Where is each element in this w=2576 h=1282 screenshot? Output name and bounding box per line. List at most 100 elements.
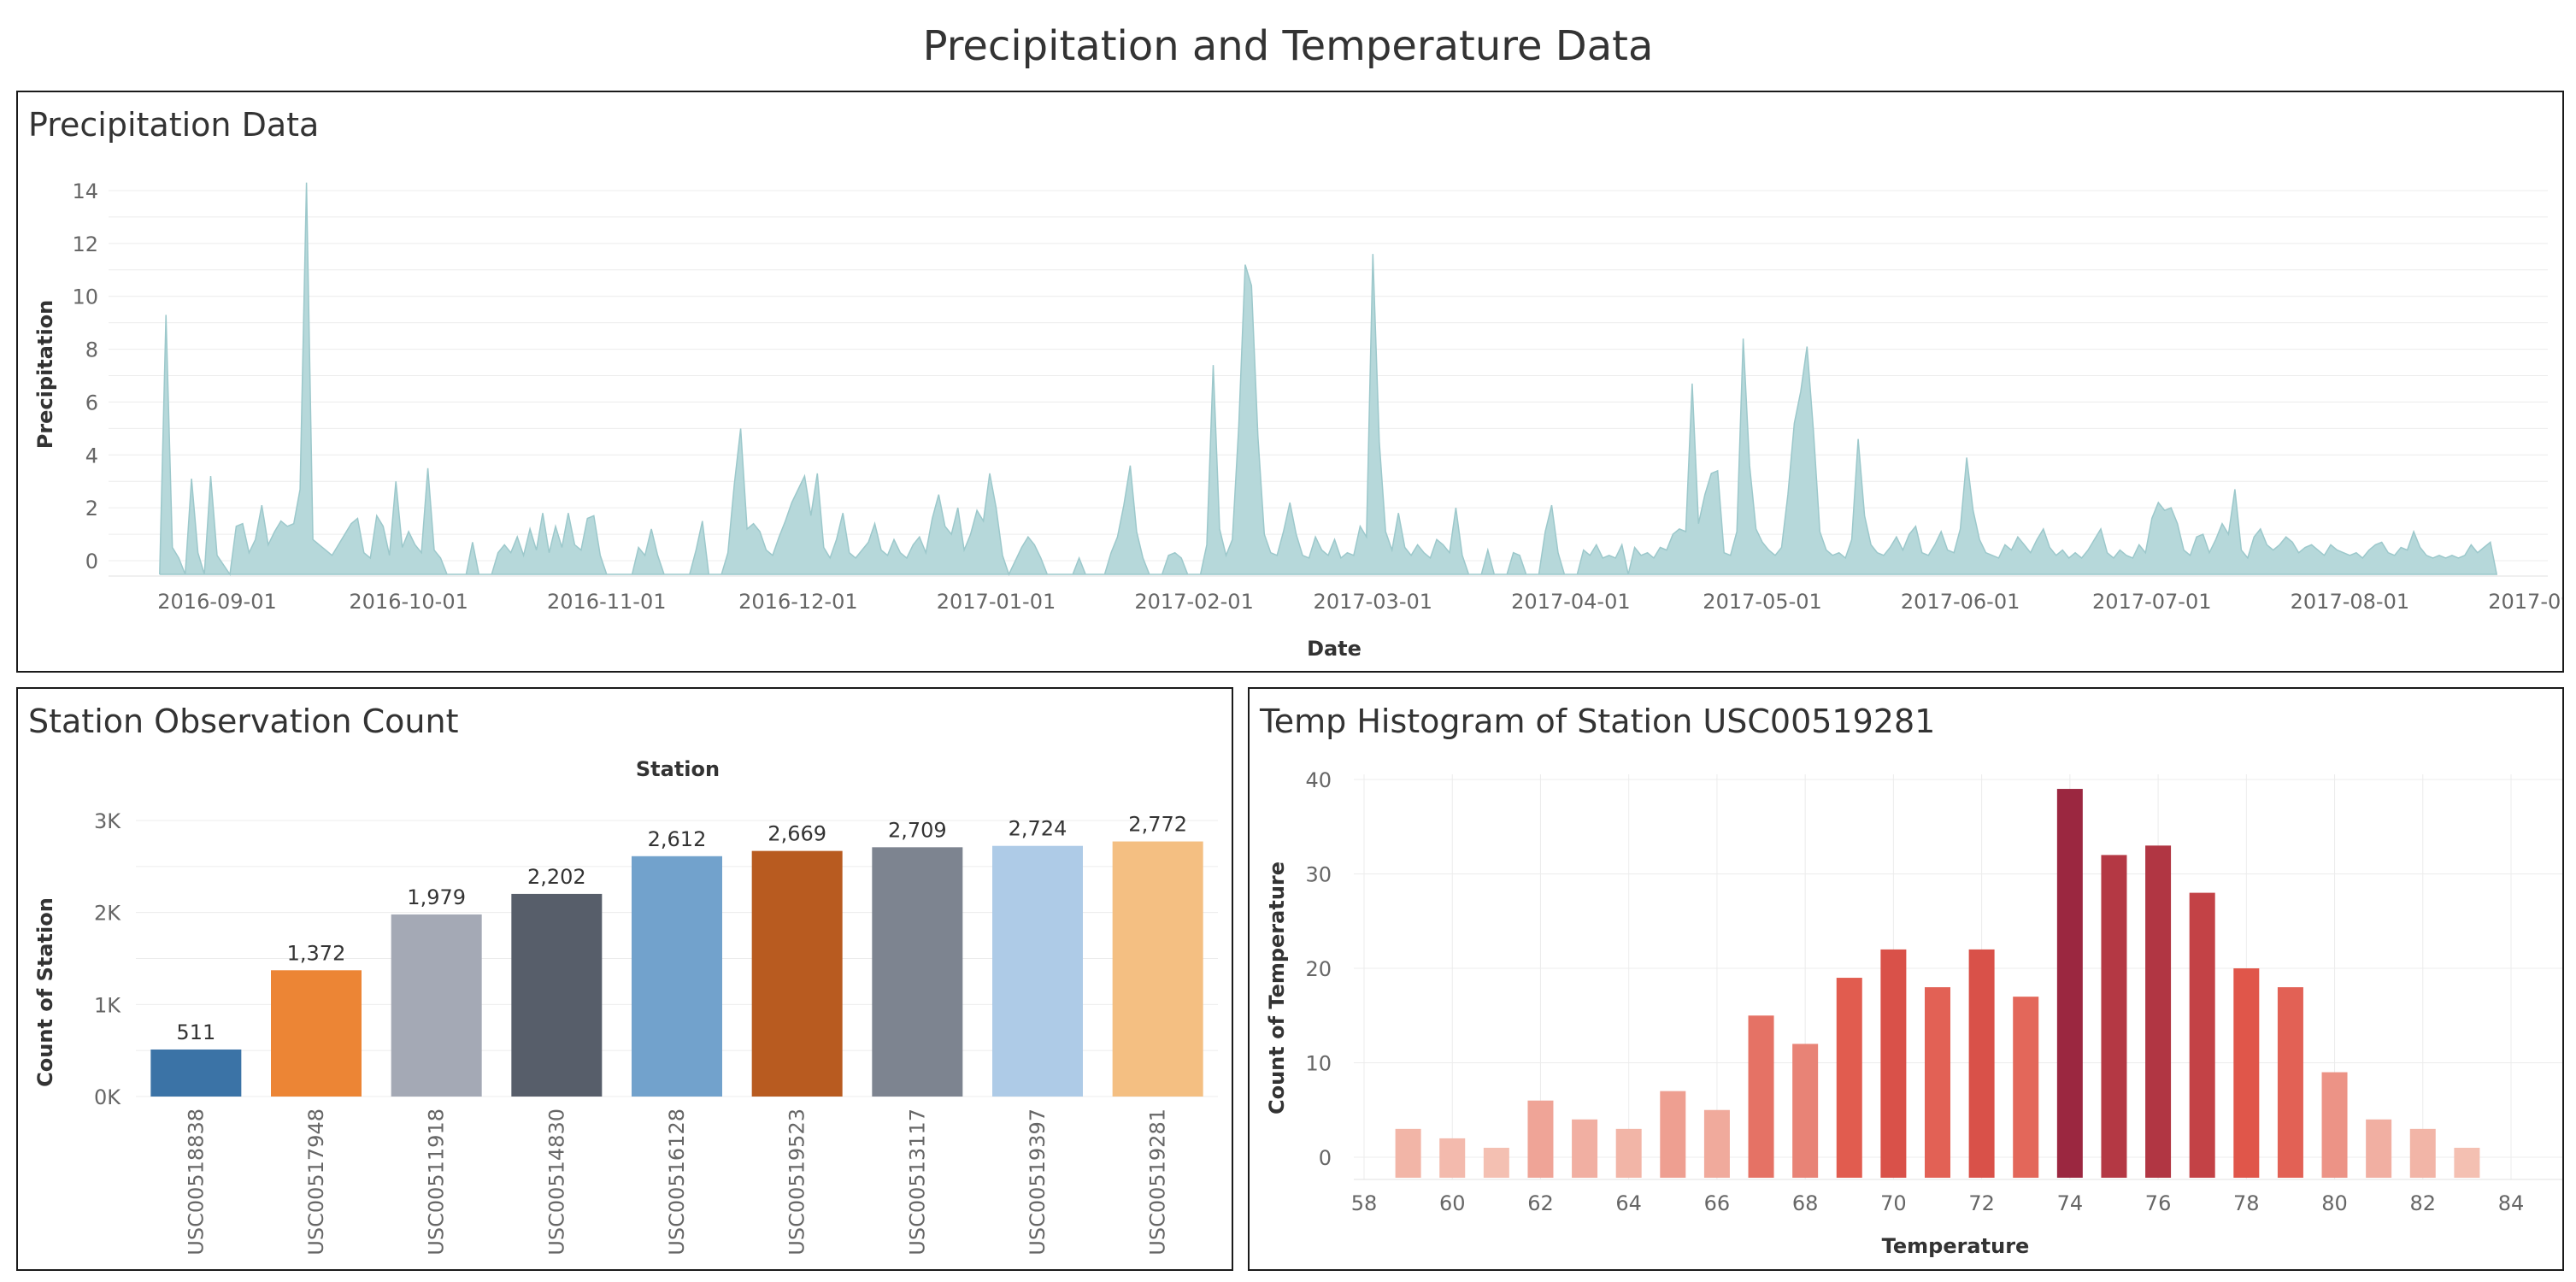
station-bar <box>271 970 362 1097</box>
station-x-tick-label: USC00517948 <box>304 1109 328 1256</box>
precip-x-tick-label: 2016-11-01 <box>547 590 666 614</box>
station-x-tick-label: USC00518838 <box>184 1109 208 1256</box>
temp-histogram-bar <box>2189 892 2215 1178</box>
temp-histogram-bar <box>1660 1091 1686 1178</box>
temp-x-tick-label: 70 <box>1880 1191 1907 1215</box>
temp-histogram-bar <box>2101 855 2127 1178</box>
temp-histogram-bar <box>2145 845 2172 1178</box>
station-bar-value-label: 2,772 <box>1128 813 1187 837</box>
station-bar-value-label: 1,979 <box>407 885 466 909</box>
temp-histogram-bar <box>2013 997 2039 1178</box>
temp-x-tick-label: 72 <box>1968 1191 1995 1215</box>
precip-y-tick-label: 0 <box>85 550 98 573</box>
precip-y-tick-label: 4 <box>85 444 98 468</box>
temp-x-tick-label: 84 <box>2498 1191 2525 1215</box>
station-y-axis-title: Count of Station <box>33 897 57 1087</box>
temp-histogram-bar <box>1748 1015 1774 1178</box>
temp-x-tick-label: 58 <box>1351 1191 1378 1215</box>
temp-histogram-bar <box>1439 1138 1466 1178</box>
station-x-axis-title: Station <box>636 757 720 781</box>
temp-histogram-bar <box>1572 1119 1598 1178</box>
temp-y-tick-label: 10 <box>1305 1052 1332 1076</box>
station-panel-title: Station Observation Count <box>28 703 459 740</box>
temp-y-tick-label: 40 <box>1305 768 1332 792</box>
station-bar <box>511 893 603 1097</box>
precip-x-tick-label: 2017-03-01 <box>1314 590 1432 614</box>
temp-histogram-bar <box>1615 1128 1642 1178</box>
station-x-tick-label: USC00519397 <box>1026 1109 1050 1256</box>
temp-histogram-bar <box>2409 1128 2436 1178</box>
temp-y-tick-label: 20 <box>1305 957 1332 981</box>
temp-y-tick-label: 30 <box>1305 863 1332 887</box>
station-bar-chart: Station Count of Station 0K 1K 2K 3K 511 USC005… <box>33 757 1218 1256</box>
temp-histogram-bar <box>1527 1100 1554 1178</box>
precip-x-tick-label: 2016-12-01 <box>738 590 857 614</box>
temp-histogram-bar <box>1925 987 1950 1178</box>
temp-histogram-bar <box>1483 1147 1509 1178</box>
temp-x-tick-label: 64 <box>1615 1191 1642 1215</box>
temp-y-axis-title: Count of Temperature <box>1265 862 1289 1114</box>
station-x-tick-label: USC00519281 <box>1146 1109 1170 1256</box>
temp-histogram-bar <box>1836 978 1862 1178</box>
temp-histogram-bar <box>1792 1044 1819 1178</box>
station-y-tick-label: 2K <box>94 902 121 926</box>
station-bar <box>1112 841 1203 1097</box>
precip-y-axis-title: Precipitation <box>33 300 57 450</box>
precip-y-tick-label: 14 <box>72 179 98 203</box>
temperature-panel-title: Temp Histogram of Station USC00519281 <box>1260 703 1936 740</box>
temperature-histogram: 0 10 20 30 40 58 60 62 64 66 68 70 72 74 76 78 80 82 84 Tem… <box>1265 768 2562 1258</box>
temp-histogram-bar <box>1880 949 1907 1178</box>
precip-y-tick-label: 2 <box>85 497 98 520</box>
temp-histogram-bar <box>2233 968 2260 1178</box>
temp-y-tick-label: 0 <box>1319 1146 1332 1170</box>
temp-x-tick-label: 62 <box>1527 1191 1554 1215</box>
precip-x-tick-label: 2017-04-01 <box>1511 590 1630 614</box>
station-bar <box>751 850 843 1097</box>
dashboard-title: Precipitation and Temperature Data <box>922 22 1654 70</box>
temp-x-axis-title: Temperature <box>1882 1234 2030 1258</box>
temp-histogram-bar <box>2454 1147 2480 1178</box>
precip-x-tick-label: 2017-08-01 <box>2291 590 2409 614</box>
temp-x-tick-label: 74 <box>2057 1191 2084 1215</box>
precip-x-tick-label: 2017-02-01 <box>1134 590 1253 614</box>
station-x-tick-label: USC00513117 <box>905 1109 929 1256</box>
precip-y-tick-label: 12 <box>72 232 98 256</box>
station-x-tick-label: USC00519523 <box>785 1109 809 1256</box>
precipitation-area-chart: 0 2 4 6 8 10 12 14 2016-09-01 2016-10-01 2016-11-0… <box>33 179 2562 661</box>
station-panel: Station Observation Count Station Count o… <box>16 687 1233 1271</box>
station-bar <box>632 856 722 1097</box>
station-bar <box>150 1049 242 1097</box>
station-y-tick-label: 0K <box>94 1085 121 1109</box>
precip-x-axis-title: Date <box>1307 637 1362 661</box>
temp-histogram-bar <box>2056 789 2083 1178</box>
station-bar-value-label: 2,202 <box>527 865 586 889</box>
precip-x-tick-label: 2017-05-01 <box>1703 590 1821 614</box>
temp-x-tick-label: 66 <box>1704 1191 1731 1215</box>
temp-x-tick-label: 68 <box>1792 1191 1819 1215</box>
station-bar-value-label: 2,724 <box>1009 817 1067 841</box>
station-x-tick-label: USC00516128 <box>665 1109 689 1256</box>
station-bar-value-label: 511 <box>176 1020 215 1044</box>
precip-y-tick-label: 6 <box>85 391 98 415</box>
temp-x-tick-label: 60 <box>1439 1191 1466 1215</box>
precip-x-tick-label: 2016-10-01 <box>349 590 468 614</box>
station-bar-value-label: 2,669 <box>768 822 826 846</box>
temp-x-tick-label: 78 <box>2233 1191 2260 1215</box>
station-y-tick-label: 1K <box>94 993 121 1017</box>
temp-histogram-bar <box>2277 987 2303 1178</box>
station-x-tick-label: USC00511918 <box>425 1109 449 1256</box>
station-x-tick-label: USC00514830 <box>544 1109 568 1256</box>
precip-x-tick-label: 2016-09-01 <box>157 590 276 614</box>
station-bar <box>872 847 963 1097</box>
temp-histogram-bar <box>2321 1072 2348 1178</box>
station-bar-value-label: 2,612 <box>648 827 707 851</box>
precipitation-panel: Precipitation Data 0 2 4 6 8 10 12 14 2016-09-01… <box>16 91 2564 673</box>
station-bar-value-label: 2,709 <box>888 818 947 842</box>
station-bar-value-label: 1,372 <box>287 941 346 965</box>
temp-x-tick-label: 80 <box>2321 1191 2348 1215</box>
precip-y-tick-label: 8 <box>85 338 98 362</box>
temp-histogram-bar <box>1968 949 1995 1178</box>
temp-x-tick-label: 76 <box>2145 1191 2172 1215</box>
precip-y-tick-label: 10 <box>72 285 98 309</box>
station-bar <box>391 914 482 1097</box>
